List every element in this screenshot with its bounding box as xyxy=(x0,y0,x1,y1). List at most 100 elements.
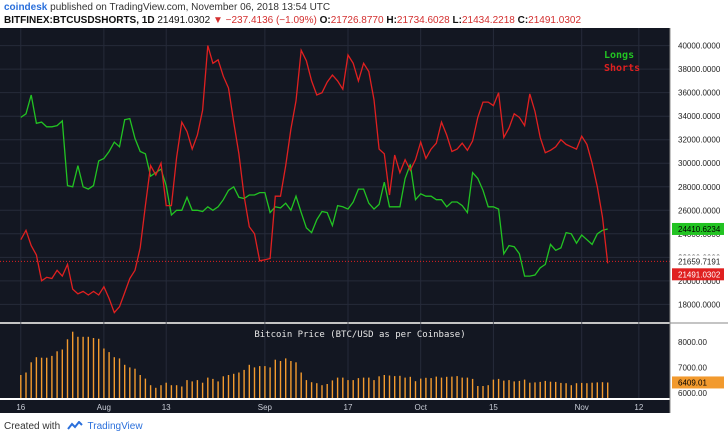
volume-title: Bitcoin Price (BTC/USD as per Coinbase) xyxy=(254,330,465,340)
volume-bar xyxy=(549,381,552,398)
volume-bar xyxy=(139,375,141,398)
open-value: 21726.8770 xyxy=(330,15,384,26)
author-link[interactable]: coindesk xyxy=(4,2,48,13)
chart-area[interactable]: 18000.000020000.000022000.000024000.0000… xyxy=(0,28,728,416)
volume-bar xyxy=(352,380,354,398)
volume-bar xyxy=(46,357,48,398)
volume-bar xyxy=(264,366,266,398)
volume-bar xyxy=(570,385,572,398)
volume-bar xyxy=(274,359,276,398)
volume-bar xyxy=(368,377,370,398)
volume-last-label: 6409.01 xyxy=(678,378,707,387)
volume-bar xyxy=(316,383,318,398)
volume-bar xyxy=(586,383,588,398)
volume-bar xyxy=(134,368,136,398)
volume-bar xyxy=(160,385,162,398)
price-line-label-bg xyxy=(672,255,724,268)
volume-bar xyxy=(103,348,105,398)
tradingview-link[interactable]: TradingView xyxy=(87,421,143,432)
volume-bar xyxy=(373,380,375,398)
x-tick-label: 15 xyxy=(489,403,498,412)
volume-bar xyxy=(383,375,385,398)
y-tick-label: 38000.0000 xyxy=(678,65,721,74)
published-text: published on TradingView.com, November 0… xyxy=(50,2,331,13)
volume-bar xyxy=(233,373,235,398)
longs-last-label-bg xyxy=(672,222,724,235)
volume-bar xyxy=(98,338,100,398)
x-tick-label: 12 xyxy=(634,403,643,412)
volume-y-tick-label: 7000.00 xyxy=(678,363,707,372)
volume-bar xyxy=(513,381,515,398)
close-value: 21491.0302 xyxy=(528,15,582,26)
volume-bar xyxy=(544,380,546,398)
last-value: 21491.0302 xyxy=(157,15,211,26)
volume-bar xyxy=(196,380,199,398)
volume-bar xyxy=(388,375,391,398)
volume-bar xyxy=(560,382,562,398)
longs-last-label: 24410.6234 xyxy=(678,225,721,234)
volume-bar xyxy=(378,376,380,398)
volume-bar xyxy=(144,378,147,398)
volume-bar xyxy=(440,377,443,398)
low-value: 21434.2218 xyxy=(461,15,515,26)
volume-bar xyxy=(414,381,417,398)
volume-bar xyxy=(191,381,193,398)
volume-bar xyxy=(118,358,121,398)
y-tick-label: 26000.0000 xyxy=(678,206,721,215)
volume-bar xyxy=(425,377,427,398)
volume-bar xyxy=(581,382,583,398)
volume-bar xyxy=(248,364,250,398)
volume-bar xyxy=(149,385,152,398)
volume-bar xyxy=(113,357,115,398)
volume-bar xyxy=(409,376,411,398)
volume-bar xyxy=(170,385,173,398)
footer: Created with TradingView xyxy=(4,421,143,432)
volume-bar xyxy=(207,377,209,398)
legend-shorts: Shorts xyxy=(604,63,640,74)
legend-longs: Longs xyxy=(604,50,634,61)
high-label: H: xyxy=(386,15,397,26)
y-tick-label: 34000.0000 xyxy=(678,112,721,121)
volume-bar xyxy=(87,336,89,398)
volume-y-tick-label: 6000.00 xyxy=(678,389,707,398)
created-with-text: Created with xyxy=(4,421,61,432)
volume-bar xyxy=(523,379,526,398)
y-tick-label: 32000.0000 xyxy=(678,136,721,145)
volume-bar xyxy=(471,378,474,398)
volume-bar xyxy=(175,385,178,398)
x-tick-label: 17 xyxy=(344,403,353,412)
volume-bar xyxy=(534,382,536,398)
open-label: O: xyxy=(319,15,331,26)
volume-bar xyxy=(456,376,458,398)
volume-bar xyxy=(362,377,365,398)
volume-bar xyxy=(310,382,313,398)
volume-bar xyxy=(487,385,489,398)
time-axis xyxy=(0,400,670,413)
volume-bar xyxy=(321,385,323,398)
publish-line: coindesk published on TradingView.com, N… xyxy=(4,2,330,13)
shorts-last-label: 21491.0302 xyxy=(678,270,721,279)
volume-bar xyxy=(336,377,339,398)
volume-bar xyxy=(186,380,188,398)
price-pane xyxy=(0,28,670,322)
volume-bar xyxy=(61,349,63,398)
volume-bar xyxy=(290,361,292,398)
tradingview-logo-icon xyxy=(67,421,83,430)
volume-bar xyxy=(596,382,598,398)
volume-bar xyxy=(575,383,578,398)
volume-bar xyxy=(108,352,110,398)
volume-bar xyxy=(357,378,360,398)
volume-bar xyxy=(35,357,38,398)
volume-bar xyxy=(529,382,531,398)
volume-last-label-bg xyxy=(672,376,724,389)
volume-bar xyxy=(279,361,282,398)
y-tick-label: 40000.0000 xyxy=(678,42,721,51)
symbol-name: BITFINEX:BTCUSDSHORTS, 1D xyxy=(4,15,155,26)
volume-bar xyxy=(492,379,495,398)
volume-bar xyxy=(420,378,422,398)
volume-bar xyxy=(295,362,297,398)
x-tick-label: Sep xyxy=(258,403,273,412)
volume-bar xyxy=(201,382,204,398)
volume-bar xyxy=(347,380,349,398)
volume-bar xyxy=(331,380,334,398)
